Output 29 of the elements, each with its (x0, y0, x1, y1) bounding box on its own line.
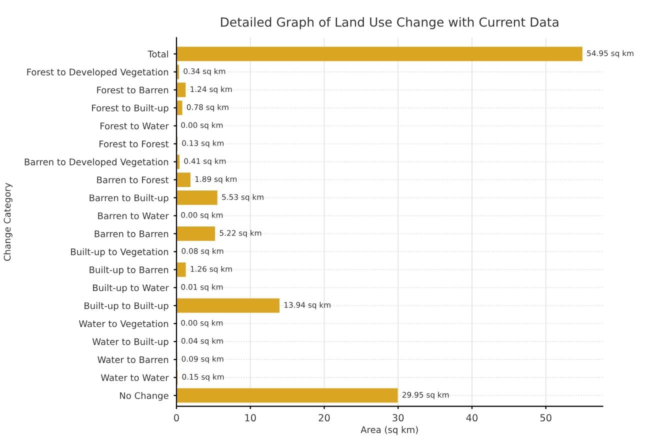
y-tick-label: No Change (120, 392, 168, 401)
y-tick-label: Water to Vegetation (78, 320, 168, 329)
y-tick-label: Barren to Water (98, 212, 169, 220)
y-tick-label: Built-up to Water (93, 284, 169, 293)
y-tick-label: Forest to Developed Vegetation (27, 68, 168, 78)
x-tick-label: 50 (540, 414, 552, 422)
y-tick-label: Total (148, 50, 168, 58)
y-tick-label: Built-up to Vegetation (71, 248, 168, 257)
y-tick-label: Barren to Built-up (90, 194, 168, 204)
y-tick-label: Barren to Developed Vegetation (24, 158, 168, 168)
y-tick-label: Water to Built-up (92, 338, 168, 347)
y-tick-label: Barren to Barren (94, 230, 168, 238)
y-tick-label: Forest to Barren (97, 86, 168, 94)
y-tick-label: Barren to Forest (97, 176, 169, 184)
y-tick-label: Forest to Forest (100, 140, 169, 148)
y-tick-label: Built-up to Barren (90, 266, 168, 275)
y-tick-label: Built-up to Built-up (84, 302, 168, 311)
y-axis-title: Change Category (4, 182, 12, 261)
y-tick-label: Forest to Built-up (92, 104, 168, 114)
x-tick-label: 10 (245, 414, 256, 422)
x-tick-label: 30 (392, 414, 404, 422)
chart-title: Detailed Graph of Land Use Change with Current Data (221, 17, 558, 30)
y-tick-label: Water to Water (100, 374, 169, 382)
x-tick-label: 20 (318, 414, 330, 422)
x-axis-title: Area (sq km) (360, 426, 418, 435)
y-tick-label: Forest to Water (100, 122, 169, 130)
y-tick-label: Water to Barren (98, 356, 168, 364)
x-tick-label: 0 (174, 414, 179, 422)
x-tick-label: 40 (466, 414, 478, 422)
